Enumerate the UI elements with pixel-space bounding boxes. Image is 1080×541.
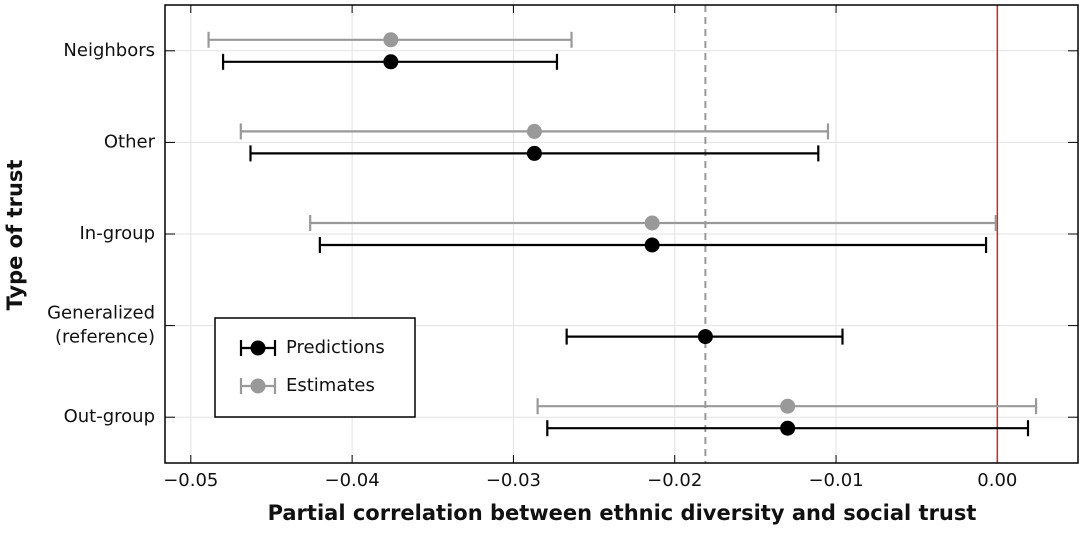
x-tick-label: −0.02: [647, 470, 702, 491]
point: [780, 420, 796, 436]
x-tick-label: −0.03: [486, 470, 541, 491]
y-tick-label: In-group: [80, 223, 156, 244]
point: [644, 215, 660, 231]
x-tick-label: −0.05: [163, 470, 218, 491]
point: [383, 54, 399, 70]
point: [697, 329, 713, 345]
y-tick-label: Other: [104, 131, 156, 152]
point: [644, 237, 660, 253]
x-tick-label: −0.01: [808, 470, 863, 491]
y-axis-label: Type of trust: [3, 160, 27, 311]
y-tick-label: Out-group: [64, 406, 155, 427]
plot-frame: [164, 4, 1079, 464]
legend-label: Predictions: [286, 337, 385, 358]
point: [383, 32, 399, 48]
legend-label: Estimates: [286, 375, 375, 396]
point: [526, 123, 542, 139]
x-tick-label: −0.04: [325, 470, 380, 491]
legend: Predictions Estimates: [214, 317, 416, 418]
x-axis-label: Partial correlation between ethnic diver…: [268, 501, 977, 525]
point: [780, 398, 796, 414]
point: [526, 145, 542, 161]
legend-symbol: [250, 378, 266, 394]
legend-box: [214, 317, 416, 418]
y-tick-label: Neighbors: [63, 40, 155, 61]
legend-symbol: [250, 340, 266, 356]
y-tick-label: Generalized (reference): [47, 303, 155, 348]
x-tick-label: 0.00: [977, 470, 1017, 491]
